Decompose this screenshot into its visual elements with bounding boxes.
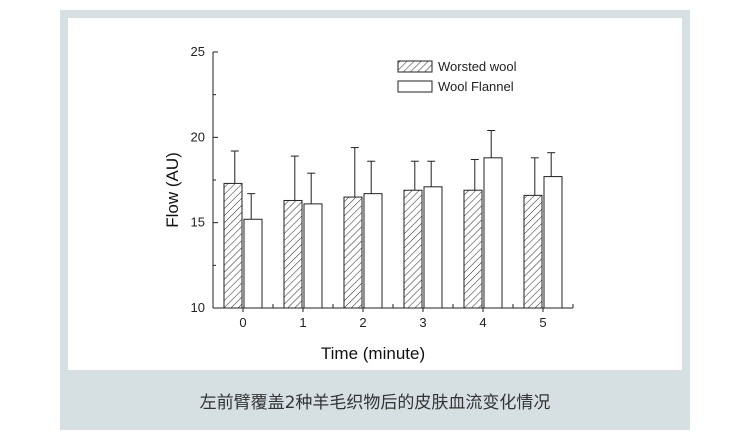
x-tick-label: 2	[359, 315, 366, 330]
bar-worsted-wool	[343, 196, 363, 309]
y-tick-label: 25	[191, 44, 205, 59]
bars	[223, 130, 563, 309]
x-tick-label: 4	[479, 315, 486, 330]
bar-wool-flannel	[243, 218, 263, 309]
bar-chart: 10 15 20 25 0 1 2 3 4 5 Time (minute) Flow (AU) Wor…	[163, 44, 574, 363]
y-tick-label: 15	[191, 215, 205, 230]
x-tick-label: 1	[299, 315, 306, 330]
legend-label: Wool Flannel	[438, 79, 514, 94]
bar-worsted-wool	[283, 199, 303, 309]
legend: Worsted wool Wool Flannel	[397, 59, 517, 94]
x-axis-title: Time (minute)	[321, 344, 425, 363]
x-tick-label: 0	[239, 315, 246, 330]
y-tick-label: 20	[191, 129, 205, 144]
x-tick-label: 3	[419, 315, 426, 330]
figure-caption: 左前臂覆盖2种羊毛织物后的皮肤血流变化情况	[199, 392, 551, 413]
y-axis-title: Flow (AU)	[163, 152, 182, 228]
legend-swatch	[397, 60, 433, 73]
figure-frame: 10 15 20 25 0 1 2 3 4 5 Time (minute) Flow (AU) Wor…	[60, 10, 690, 430]
x-tick-label: 5	[539, 315, 546, 330]
bar-worsted-wool	[403, 189, 423, 309]
legend-label: Worsted wool	[438, 59, 517, 74]
bar-wool-flannel	[363, 193, 383, 309]
bar-worsted-wool	[223, 182, 243, 309]
legend-swatch	[397, 80, 433, 93]
bar-wool-flannel	[543, 176, 563, 309]
bar-worsted-wool	[523, 194, 543, 309]
bar-worsted-wool	[463, 189, 483, 309]
bar-wool-flannel	[483, 157, 503, 309]
chart-panel: 10 15 20 25 0 1 2 3 4 5 Time (minute) Flow (AU) Wor…	[68, 18, 682, 370]
axes: 10 15 20 25 0 1 2 3 4 5 Time (minute) Flow (AU)	[163, 44, 574, 363]
bar-wool-flannel	[303, 203, 323, 309]
y-tick-label: 10	[191, 300, 205, 315]
bar-wool-flannel	[423, 186, 443, 309]
